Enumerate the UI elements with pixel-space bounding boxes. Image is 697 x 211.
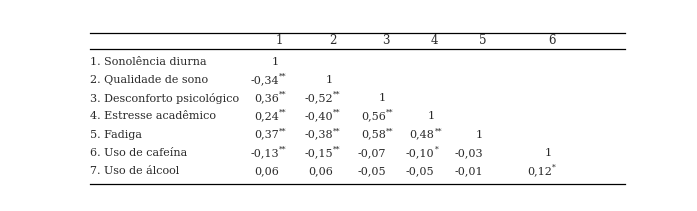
Text: **: **	[434, 127, 442, 135]
Text: -0,01: -0,01	[454, 166, 483, 176]
Text: *: *	[552, 164, 556, 172]
Text: 1: 1	[476, 130, 483, 140]
Text: -0,52: -0,52	[305, 93, 333, 103]
Text: -0,05: -0,05	[358, 166, 386, 176]
Text: *: *	[434, 145, 438, 153]
Text: 1: 1	[378, 93, 386, 103]
Text: 0,58: 0,58	[361, 130, 386, 140]
Text: 2: 2	[329, 34, 337, 47]
Text: 1: 1	[275, 34, 282, 47]
Text: 0,24: 0,24	[254, 111, 279, 122]
Text: **: **	[333, 109, 340, 117]
Text: 4: 4	[431, 34, 438, 47]
Text: **: **	[279, 127, 286, 135]
Text: -0,34: -0,34	[250, 75, 279, 85]
Text: **: **	[333, 127, 340, 135]
Text: -0,03: -0,03	[454, 148, 483, 158]
Text: -0,10: -0,10	[406, 148, 434, 158]
Text: **: **	[279, 73, 286, 81]
Text: **: **	[279, 91, 286, 99]
Text: **: **	[333, 145, 340, 153]
Text: 2. Qualidade de sono: 2. Qualidade de sono	[90, 75, 208, 85]
Text: -0,07: -0,07	[358, 148, 386, 158]
Text: 0,36: 0,36	[254, 93, 279, 103]
Text: 0,48: 0,48	[410, 130, 434, 140]
Text: 1: 1	[325, 75, 333, 85]
Text: 0,06: 0,06	[254, 166, 279, 176]
Text: 7. Uso de álcool: 7. Uso de álcool	[90, 166, 179, 176]
Text: 0,37: 0,37	[254, 130, 279, 140]
Text: -0,13: -0,13	[250, 148, 279, 158]
Text: 0,06: 0,06	[308, 166, 333, 176]
Text: 1: 1	[272, 57, 279, 67]
Text: **: **	[386, 109, 393, 117]
Text: 5. Fadiga: 5. Fadiga	[90, 130, 141, 140]
Text: **: **	[386, 127, 393, 135]
Text: -0,38: -0,38	[305, 130, 333, 140]
Text: **: **	[279, 109, 286, 117]
Text: 1. Sonolência diurna: 1. Sonolência diurna	[90, 57, 206, 67]
Text: 3. Desconforto psicológico: 3. Desconforto psicológico	[90, 93, 239, 104]
Text: 0,56: 0,56	[361, 111, 386, 122]
Text: **: **	[279, 145, 286, 153]
Text: 6: 6	[548, 34, 556, 47]
Text: 0,12: 0,12	[527, 166, 552, 176]
Text: -0,15: -0,15	[305, 148, 333, 158]
Text: 6. Uso de cafeína: 6. Uso de cafeína	[90, 148, 187, 158]
Text: 1: 1	[427, 111, 434, 122]
Text: **: **	[333, 91, 340, 99]
Text: 5: 5	[480, 34, 487, 47]
Text: -0,40: -0,40	[305, 111, 333, 122]
Text: 1: 1	[544, 148, 552, 158]
Text: -0,05: -0,05	[406, 166, 434, 176]
Text: 3: 3	[382, 34, 390, 47]
Text: 4. Estresse acadêmico: 4. Estresse acadêmico	[90, 111, 216, 122]
